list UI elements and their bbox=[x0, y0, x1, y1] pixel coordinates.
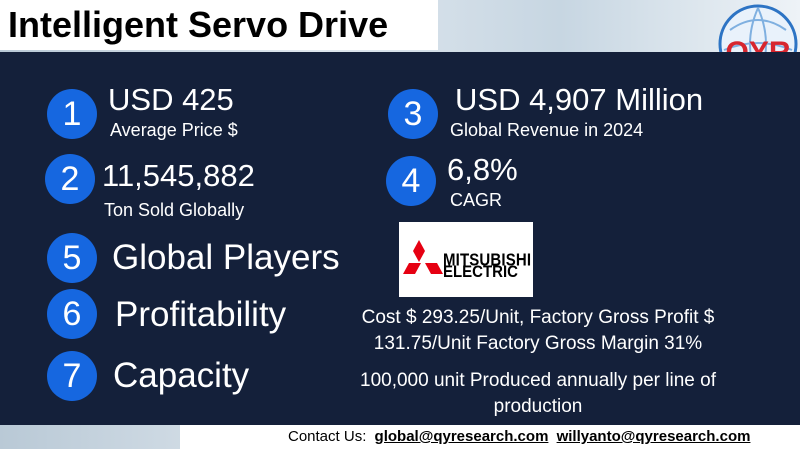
contact: Contact Us: global@qyresearch.com willya… bbox=[288, 428, 750, 445]
metric-label: Average Price $ bbox=[110, 120, 238, 140]
logo-line: MITSUBISHI bbox=[443, 251, 531, 270]
number-badge: 6 bbox=[47, 289, 97, 339]
number-badge: 5 bbox=[47, 233, 97, 283]
email-link[interactable]: global@qyresearch.com bbox=[374, 428, 549, 445]
company-logo: MITSUBISHI ELECTRIC bbox=[399, 222, 533, 297]
section-heading: Capacity bbox=[113, 356, 250, 395]
metric-label: Global Revenue in 2024 bbox=[450, 120, 644, 140]
title-box bbox=[0, 0, 438, 50]
metric-value: USD 4,907 Million bbox=[455, 82, 704, 117]
detail-line: Cost $ 293.25/Unit, Factory Gross Profit… bbox=[361, 307, 715, 328]
section-heading: Global Players bbox=[112, 238, 340, 277]
metric-label: CAGR bbox=[450, 190, 503, 210]
metric-value: 6,8% bbox=[447, 152, 518, 187]
email-link[interactable]: willyanto@qyresearch.com bbox=[556, 428, 751, 445]
section-heading: Profitability bbox=[115, 295, 287, 334]
footer bbox=[180, 425, 800, 449]
contact-label: Contact Us: bbox=[288, 428, 367, 445]
number-badge: 3 bbox=[388, 89, 438, 139]
metric-label: Ton Sold Globally bbox=[104, 200, 245, 220]
title: Intelligent Servo Drive bbox=[8, 4, 389, 45]
metric-value: 11,545,882 bbox=[102, 158, 255, 193]
number-badge: 4 bbox=[386, 156, 436, 206]
detail-line: 100,000 unit Produced annually per line … bbox=[360, 370, 716, 391]
number-badge: 7 bbox=[47, 351, 97, 401]
detail-line: production bbox=[493, 396, 583, 417]
number-badge: 2 bbox=[45, 154, 95, 204]
number-badge: 1 bbox=[47, 89, 97, 139]
detail-line: 131.75/Unit Factory Gross Margin 31% bbox=[373, 333, 703, 354]
metric-value: USD 425 bbox=[108, 82, 234, 117]
logo-mark: MITSUBISHI ELECTRIC bbox=[403, 240, 531, 281]
logo-line: ELECTRIC bbox=[443, 263, 518, 281]
